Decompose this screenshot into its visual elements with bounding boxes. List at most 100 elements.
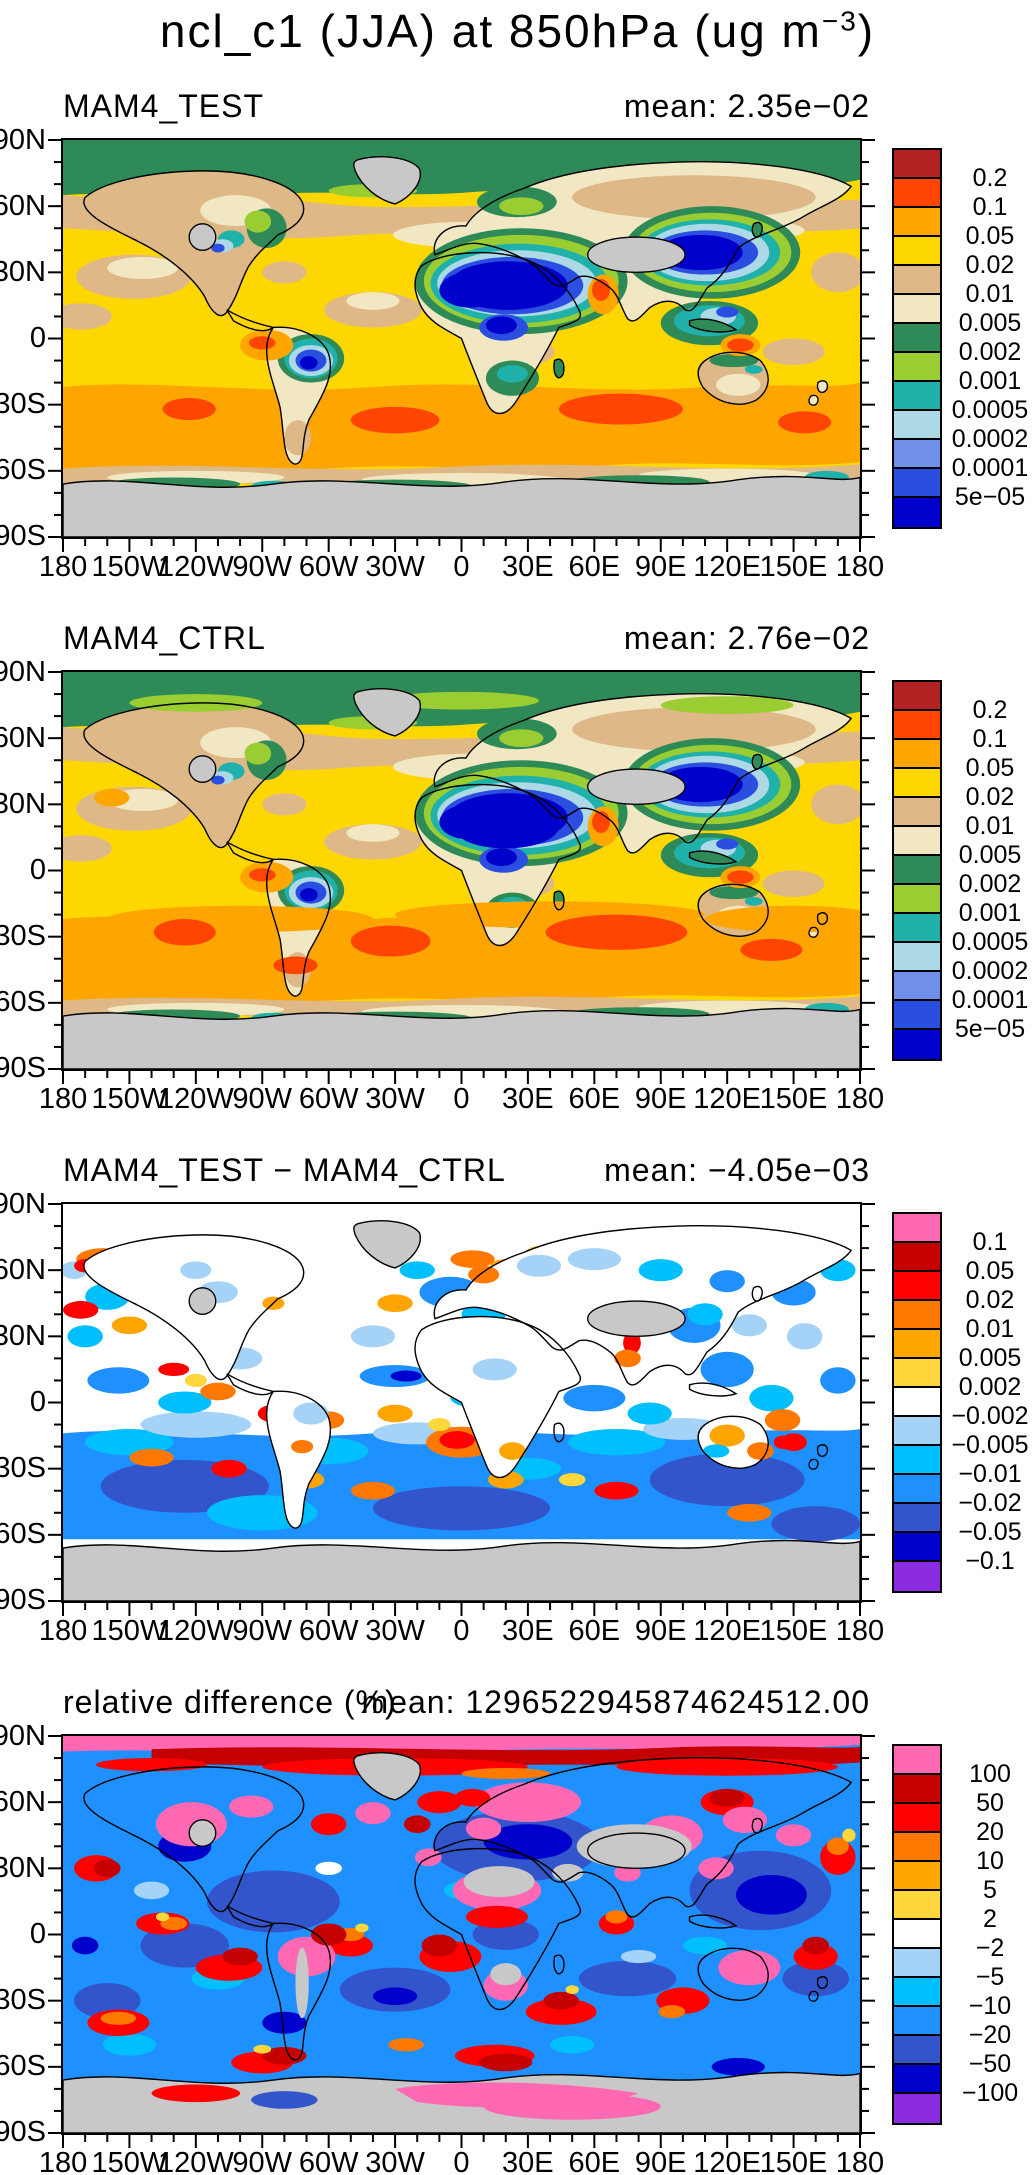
colorbar-label: −50 xyxy=(968,2050,1012,2078)
colorbar-box xyxy=(894,740,940,769)
x-axis-labels: 180 150W 120W 90W 60W 30W 0 30E 60E 90E 120E 150E 18… xyxy=(38,2147,885,2175)
colorbar-label: −5 xyxy=(975,1963,1005,1991)
colorbar-labels: 0.2 0.1 0.05 0.02 0.01 0.005 0.002 0.001 0.0005 0… xyxy=(944,696,1035,1044)
colorbar-box xyxy=(894,1272,940,1301)
colorbar-label: 0.2 xyxy=(972,164,1008,192)
colorbar-box xyxy=(894,150,940,179)
y-axis-labels: 90N 60N 30N 0 30S 60S 90S xyxy=(0,123,46,553)
colorbar-box xyxy=(894,1475,940,1504)
x-axis-labels: 180 150W 120W 90W 60W 30W 0 30E 60E 90E 120E 150E 18… xyxy=(38,1615,885,1647)
y-axis-labels: 90N 60N 30N 0 30S 60S 90S xyxy=(0,655,46,1085)
colorbar-box xyxy=(894,1001,940,1030)
y-axis-labels: 90N 60N 30N 0 30S 60S 90S xyxy=(0,1187,46,1617)
colorbar-label: 0.02 xyxy=(965,783,1015,811)
panel-mean: mean: 2.76e−02 xyxy=(623,620,870,656)
figure-title-text: ncl_c1 (JJA) at 850hPa (ug m xyxy=(159,5,822,57)
colorbar-box xyxy=(894,1359,940,1388)
colorbar-label: 0.1 xyxy=(972,193,1008,221)
colorbar-label: −0.05 xyxy=(958,1518,1022,1546)
colorbar-label: 0.0002 xyxy=(951,425,1029,453)
panel-mean: mean: 1296522945874624512.00 xyxy=(361,1684,870,1720)
colorbar-box xyxy=(894,1330,940,1359)
colorbar-label: 0.05 xyxy=(965,1257,1015,1285)
colorbar-boxes xyxy=(892,1212,942,1593)
colorbar-label: 0.001 xyxy=(958,899,1022,927)
colorbar-label: 0.0005 xyxy=(951,396,1029,424)
colorbar-label: 0.002 xyxy=(958,870,1022,898)
colorbar-box xyxy=(894,1504,940,1533)
colorbar-box xyxy=(894,1862,940,1891)
colorbar-label: −0.002 xyxy=(951,1402,1029,1430)
map-contours xyxy=(63,1204,860,1601)
map-mam4-ctrl xyxy=(48,670,875,1084)
colorbar-label: 20 xyxy=(976,1818,1004,1846)
figure-title-exponent: −3 xyxy=(821,5,858,37)
colorbar-box xyxy=(894,382,940,411)
colorbar-box xyxy=(894,885,940,914)
colorbar-box xyxy=(894,266,940,295)
colorbar-label: 0.02 xyxy=(965,251,1015,279)
colorbar-label: −0.1 xyxy=(965,1547,1015,1575)
map-mam4-test xyxy=(48,138,875,552)
colorbar-box xyxy=(894,827,940,856)
colorbar-box xyxy=(894,1920,940,1949)
panel-mean: mean: −4.05e−03 xyxy=(604,1152,870,1188)
colorbar-box xyxy=(894,324,940,353)
colorbar-boxes xyxy=(892,680,942,1061)
colorbar-label: 0.002 xyxy=(958,338,1022,366)
colorbar-boxes xyxy=(892,148,942,529)
colorbar-box xyxy=(894,1214,940,1243)
panel-title: MAM4_CTRL xyxy=(63,620,266,656)
figure-title: ncl_c1 (JJA) at 850hPa (ug m−3) xyxy=(0,4,1035,58)
colorbar-box xyxy=(894,711,940,740)
colorbar-box xyxy=(894,1775,940,1804)
colorbar-label: 2 xyxy=(983,1905,997,1933)
colorbar-box xyxy=(894,1301,940,1330)
panel-title: relative difference (%) xyxy=(63,1684,397,1720)
colorbar-box xyxy=(894,769,940,798)
colorbar-box xyxy=(894,353,940,382)
colorbar-label: 0.01 xyxy=(965,812,1015,840)
colorbar-labels: 0.2 0.1 0.05 0.02 0.01 0.005 0.002 0.001 0.0005 0… xyxy=(944,164,1035,512)
colorbar-label: 0.1 xyxy=(972,1228,1008,1256)
colorbar-label: 5e−05 xyxy=(954,483,1026,511)
colorbar-label: 0.0002 xyxy=(951,957,1029,985)
colorbar-label: 0.005 xyxy=(958,309,1022,337)
colorbar-label: 0.01 xyxy=(965,280,1015,308)
colorbar-label: −0.02 xyxy=(958,1489,1022,1517)
colorbar-box xyxy=(894,1388,940,1417)
colorbar-box xyxy=(894,2065,940,2094)
map-contours xyxy=(63,1736,860,2133)
panel-mam4-ctrl: MAM4_CTRL mean: 2.76e−02 90N 60N 30N 0 30S 60… xyxy=(0,612,1035,1115)
map-contours xyxy=(63,672,860,1069)
map-contours xyxy=(63,140,860,537)
colorbar-box xyxy=(894,1746,940,1775)
figure-title-close: ) xyxy=(857,5,876,57)
colorbar-label: 0.05 xyxy=(965,754,1015,782)
colorbar-label: 5 xyxy=(983,1876,997,1904)
colorbar-label: 10 xyxy=(976,1847,1004,1875)
colorbar-box xyxy=(894,440,940,469)
colorbar-label: −0.005 xyxy=(951,1431,1029,1459)
colorbar-box xyxy=(894,1030,940,1059)
colorbar-boxes xyxy=(892,1744,942,2125)
colorbar: 0.1 0.05 0.02 0.01 0.005 0.002 −0.002 −0.005 −0.… xyxy=(892,1212,1035,1602)
colorbar-label: 100 xyxy=(969,1760,1011,1788)
colorbar-label: 50 xyxy=(976,1789,1004,1817)
colorbar-label: 0.1 xyxy=(972,725,1008,753)
colorbar-label: 0.0005 xyxy=(951,928,1029,956)
colorbar: 100 50 20 10 5 2 −2 −5 −10 −20 −50 −100 xyxy=(892,1744,1035,2134)
colorbar-label: −20 xyxy=(968,2021,1012,2049)
colorbar-box xyxy=(894,856,940,885)
colorbar-box xyxy=(894,1804,940,1833)
colorbar-box xyxy=(894,1243,940,1272)
colorbar-box xyxy=(894,1417,940,1446)
y-axis-labels: 90N 60N 30N 0 30S 60S 90S xyxy=(0,1719,46,2149)
colorbar-label: −10 xyxy=(968,1992,1012,2020)
colorbar-labels: 100 50 20 10 5 2 −2 −5 −10 −20 −50 −100 xyxy=(944,1760,1035,2108)
colorbar-box xyxy=(894,237,940,266)
colorbar-box xyxy=(894,411,940,440)
colorbar-label: −2 xyxy=(975,1934,1005,1962)
colorbar-box xyxy=(894,1833,940,1862)
